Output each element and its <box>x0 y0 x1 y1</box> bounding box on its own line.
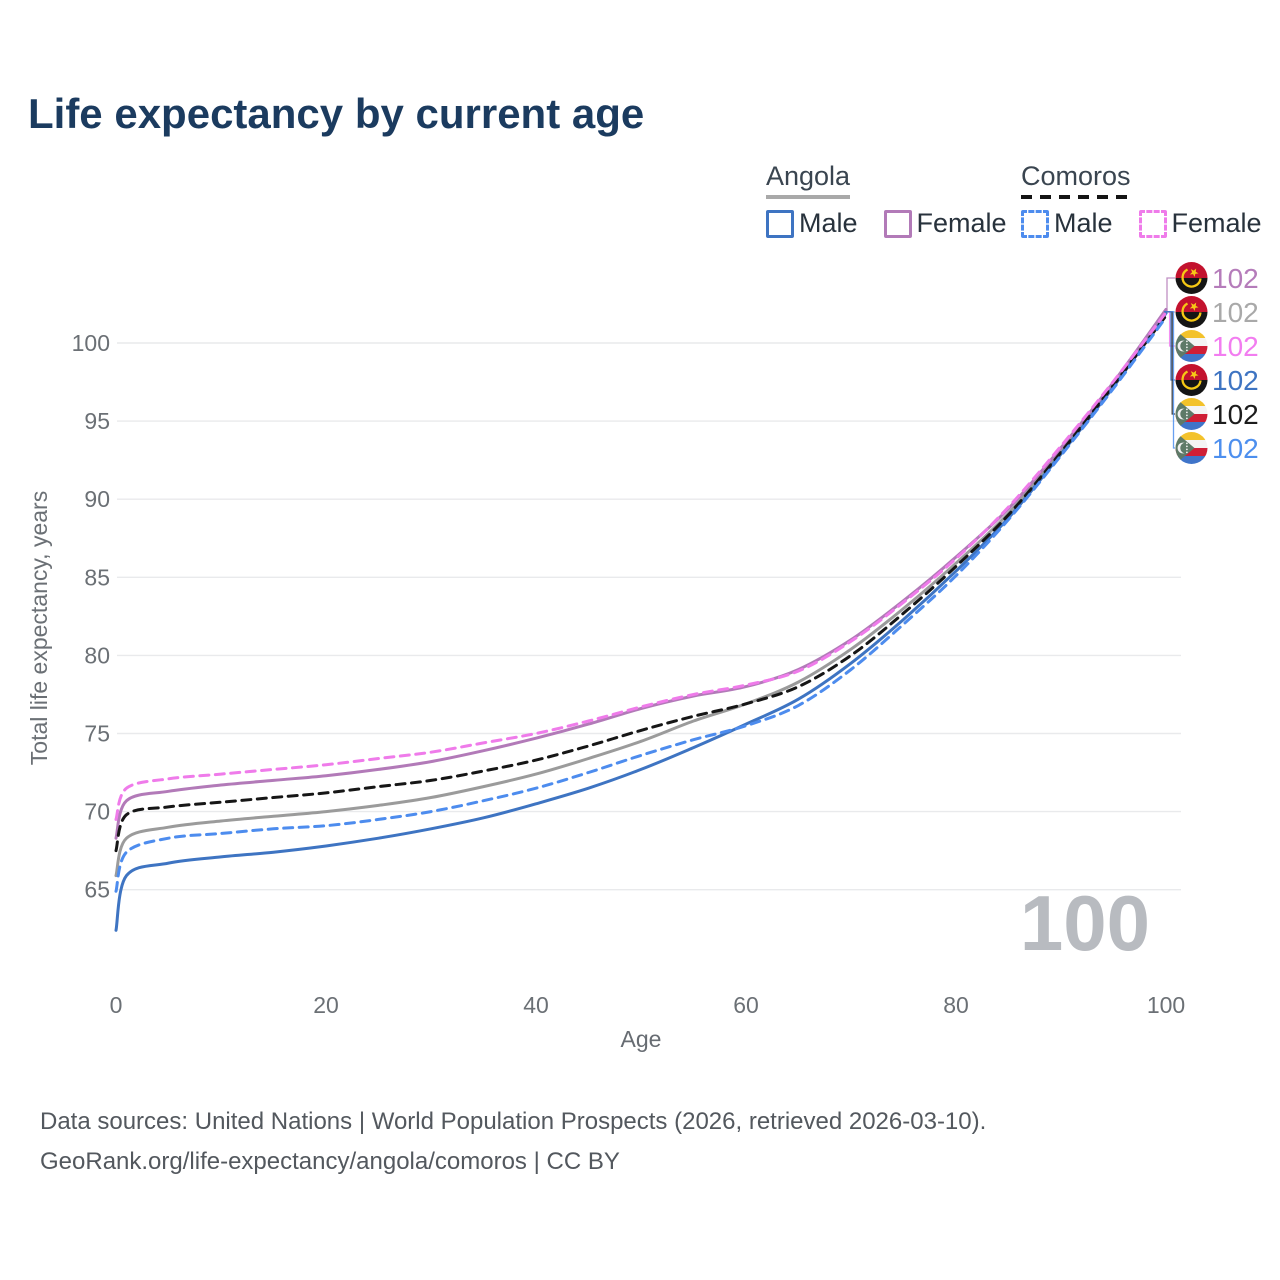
comoros-male-swatch <box>1021 209 1049 238</box>
legend-country-comoros[interactable]: Comoros <box>1021 161 1131 199</box>
series-lines <box>114 307 1168 932</box>
end-value-label: 102 <box>1212 399 1259 430</box>
angola-male-swatch <box>766 209 794 238</box>
end-label-connectors <box>1164 277 1175 449</box>
y-axis-title: Total life expectancy, years <box>26 491 52 765</box>
legend-item-label: Male <box>799 208 858 238</box>
angola-flag-icon <box>1175 364 1208 396</box>
end-value-label: 102 <box>1212 365 1259 396</box>
x-tick-label: 60 <box>733 992 759 1018</box>
legend-item-label: Male <box>1054 208 1113 238</box>
legend-item-comoros-male[interactable]: Male <box>1021 208 1113 239</box>
legend-item-label: Female <box>916 208 1007 238</box>
line-angola-female[interactable] <box>114 307 1168 840</box>
angola-flag-icon <box>1175 262 1208 294</box>
y-tick-label: 75 <box>84 721 110 747</box>
page-title: Life expectancy by current age <box>28 90 645 137</box>
end-value-label: 102 <box>1212 297 1259 328</box>
age-counter-watermark: 100 <box>1020 879 1150 967</box>
legend-item-comoros-female[interactable]: Female <box>1138 208 1262 239</box>
legend-item-label: Female <box>1171 208 1262 238</box>
y-tick-label: 85 <box>84 564 110 590</box>
end-value-label: 102 <box>1212 433 1259 464</box>
data-sources-text: Data sources: United Nations | World Pop… <box>40 1108 987 1135</box>
y-tick-label: 65 <box>84 877 110 903</box>
legend-group-angola: Angola Male Female <box>766 161 1007 239</box>
y-tick-label: 70 <box>84 799 110 825</box>
end-label-connector <box>1164 311 1175 449</box>
end-value-label: 102 <box>1212 263 1259 294</box>
angola-flag-icon <box>1175 296 1208 328</box>
legend-group-comoros: Comoros Male Female <box>1021 161 1262 239</box>
x-tick-label: 0 <box>110 992 123 1018</box>
line-comoros-both-sexes[interactable] <box>114 314 1168 853</box>
comoros-line-style-swatch <box>1021 195 1131 199</box>
comoros-flag-icon <box>1175 330 1208 362</box>
end-value-label: 102 <box>1212 331 1259 362</box>
line-comoros-male[interactable] <box>114 315 1168 893</box>
x-axis-title: Age <box>621 1026 662 1052</box>
legend-item-angola-male[interactable]: Male <box>766 208 858 239</box>
angola-female-swatch <box>883 209 912 238</box>
y-tick-label: 80 <box>84 642 110 668</box>
legend-item-angola-female[interactable]: Female <box>883 208 1007 239</box>
y-tick-label: 95 <box>84 408 110 434</box>
x-tick-label: 20 <box>313 992 339 1018</box>
legend-country-label: Angola <box>766 161 851 191</box>
y-tick-label: 90 <box>84 486 110 512</box>
x-tick-label: 100 <box>1147 992 1185 1018</box>
end-label-connector <box>1164 277 1175 313</box>
line-angola-male[interactable] <box>114 311 1168 932</box>
legend-country-label: Comoros <box>1021 161 1131 191</box>
comoros-female-swatch <box>1138 209 1167 238</box>
angola-line-style-swatch <box>766 195 851 199</box>
x-axis-tick-labels: 0 20 40 60 80 100 <box>110 992 1186 1018</box>
attribution-text: GeoRank.org/life-expectancy/angola/comor… <box>40 1148 620 1175</box>
y-tick-label: 100 <box>72 330 110 356</box>
x-tick-label: 40 <box>523 992 549 1018</box>
comoros-flag-icon <box>1175 432 1208 464</box>
y-axis-tick-labels: 65 70 75 80 85 90 95 100 <box>72 330 110 903</box>
line-comoros-female[interactable] <box>114 311 1168 821</box>
line-angola-both-sexes[interactable] <box>114 309 1168 878</box>
comoros-flag-icon <box>1175 398 1208 430</box>
legend-country-angola[interactable]: Angola <box>766 161 851 199</box>
y-gridlines <box>117 342 1181 891</box>
x-tick-label: 80 <box>943 992 969 1018</box>
